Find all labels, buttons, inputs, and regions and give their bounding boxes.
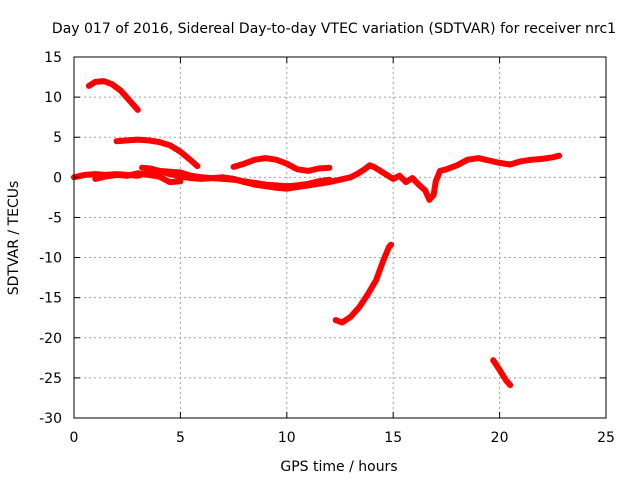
series-arc-6 [230, 155, 333, 174]
y-tick-label: -30 [39, 411, 62, 427]
series-arc-7 [332, 241, 395, 326]
y-tick-label: -5 [48, 210, 62, 226]
y-tick-label: -10 [39, 251, 62, 267]
y-tick-label: 15 [44, 50, 62, 66]
series-arc-5 [92, 170, 184, 186]
plot-frame [73, 56, 607, 419]
series-arc-1 [85, 78, 141, 113]
y-tick-label: 10 [44, 90, 62, 106]
x-tick-label: 5 [176, 430, 185, 446]
series-arc-2 [113, 136, 201, 170]
y-tick-label: -20 [39, 331, 62, 347]
chart-title: Day 017 of 2016, Sidereal Day-to-day VTE… [52, 21, 616, 37]
y-tick-label: 5 [53, 130, 62, 146]
x-tick-label: 20 [491, 430, 509, 446]
x-tick-label: 25 [597, 430, 615, 446]
x-axis-title: GPS time / hours [280, 459, 397, 475]
y-tick-label: 0 [53, 170, 62, 186]
y-tick-label: -25 [39, 371, 62, 387]
data-series [71, 78, 563, 389]
y-tick-label: -15 [39, 291, 62, 307]
x-tick-label: 0 [70, 430, 79, 446]
grid [74, 57, 606, 418]
series-arc-8 [490, 357, 514, 389]
y-axis-title: SDTVAR / TECUs [6, 181, 22, 296]
axis-ticks: 0 5 10 15 20 25 -30 -25 -20 -15 -10 -5 0 5 10 15 [39, 50, 615, 446]
x-tick-label: 10 [278, 430, 296, 446]
series-arc-4 [139, 152, 563, 203]
x-tick-label: 15 [384, 430, 402, 446]
